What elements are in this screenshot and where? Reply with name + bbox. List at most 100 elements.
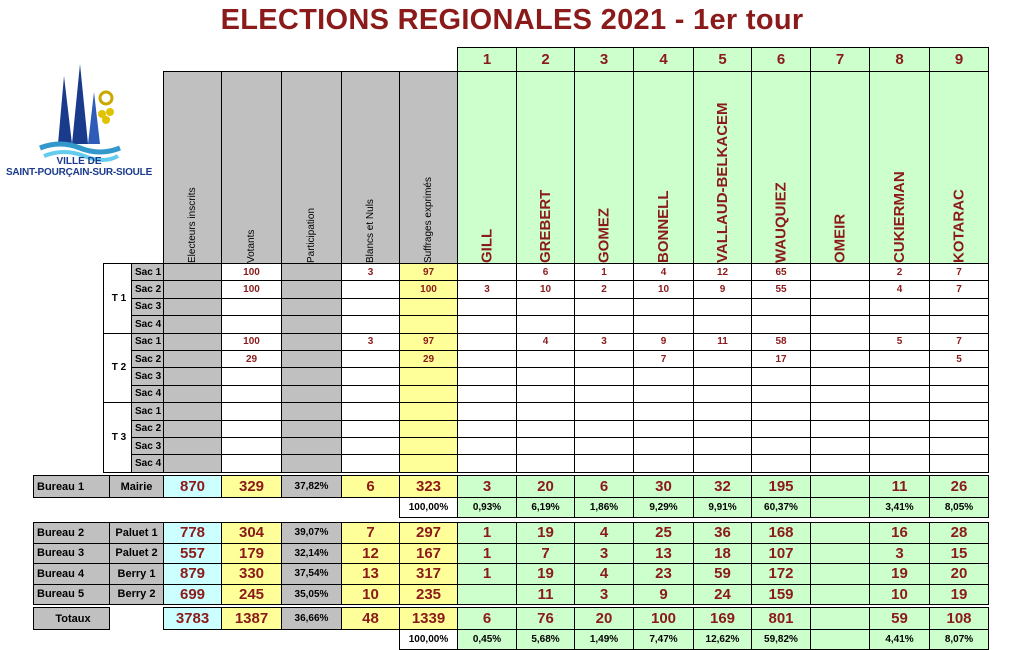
sac-candidate-votes xyxy=(574,384,634,404)
candidate-name: CUKIERMAN xyxy=(869,71,930,264)
bureau-name: Bureau 3 xyxy=(33,542,110,564)
candidate-number: 4 xyxy=(633,47,694,72)
bureau-candidate-votes: 36 xyxy=(693,522,752,544)
sac-blancs xyxy=(341,384,400,404)
bureau-candidate-votes: 1 xyxy=(457,563,517,585)
sac-candidate-votes xyxy=(869,402,930,421)
sac-candidate-votes: 7 xyxy=(633,350,694,369)
candidate-name: GOMEZ xyxy=(574,71,634,264)
bureau-place: Berry 2 xyxy=(109,583,164,605)
bureau1-blancs: 6 xyxy=(341,475,400,498)
sac-label: Sac 4 xyxy=(131,454,164,473)
sac-votants xyxy=(221,419,282,438)
sac-exprimes xyxy=(399,384,458,404)
sac-candidate-votes xyxy=(633,367,694,386)
sac-participation xyxy=(281,332,342,351)
bureau1-candidate-votes: 20 xyxy=(516,475,575,498)
bureau-candidate-votes: 19 xyxy=(516,563,575,585)
sac-candidate-votes xyxy=(869,419,930,438)
sac-exprimes: 100 xyxy=(399,280,458,299)
sac-candidate-votes xyxy=(869,454,930,473)
sac-candidate-votes xyxy=(869,437,930,456)
bureau1-candidate-pct: 0,93% xyxy=(457,497,517,518)
sac-label: Sac 2 xyxy=(131,350,164,369)
bureau-candidate-votes: 23 xyxy=(633,563,694,585)
sac-candidate-votes xyxy=(810,315,870,334)
bureau1-votants: 329 xyxy=(221,475,282,498)
bureau-candidate-votes: 16 xyxy=(869,522,930,544)
bureau-votants: 245 xyxy=(221,583,282,605)
sac-candidate-votes xyxy=(810,384,870,404)
bureau1-candidate-pct: 9,91% xyxy=(693,497,752,518)
bureau-inscrits: 879 xyxy=(163,563,222,585)
sac-candidate-votes xyxy=(693,367,752,386)
sac-candidate-votes xyxy=(810,280,870,299)
sac-candidate-votes xyxy=(810,263,870,282)
sac-candidate-votes xyxy=(633,454,694,473)
column-header: Suffrages exprimés xyxy=(399,71,458,264)
sac-candidate-votes xyxy=(929,315,989,334)
bureau-participation: 35,05% xyxy=(281,583,342,605)
sac-candidate-votes xyxy=(516,437,575,456)
bureau-candidate-votes: 4 xyxy=(574,522,634,544)
bureau-candidate-votes: 15 xyxy=(929,542,989,564)
sac-candidate-votes xyxy=(457,419,517,438)
bureau1-participation: 37,82% xyxy=(281,475,342,498)
bureau-place: Berry 1 xyxy=(109,563,164,585)
sac-votants xyxy=(221,315,282,334)
totaux-pct-exprimes: 100,00% xyxy=(399,629,458,650)
sac-participation xyxy=(281,315,342,334)
sac-candidate-votes xyxy=(693,315,752,334)
sac-inscrits xyxy=(163,332,222,351)
sac-exprimes xyxy=(399,419,458,438)
bureau-exprimes: 167 xyxy=(399,542,458,564)
sac-blancs: 3 xyxy=(341,263,400,282)
bureau1-candidate-votes: 26 xyxy=(929,475,989,498)
column-header: Votants xyxy=(221,71,282,264)
sac-participation xyxy=(281,350,342,369)
sac-participation xyxy=(281,384,342,404)
totaux-candidate-pct: 5,68% xyxy=(516,629,575,650)
sac-candidate-votes xyxy=(516,367,575,386)
bureau-candidate-votes: 24 xyxy=(693,583,752,605)
bureau-inscrits: 778 xyxy=(163,522,222,544)
candidate-number: 7 xyxy=(810,47,870,72)
sac-candidate-votes: 17 xyxy=(751,350,811,369)
sac-label: Sac 1 xyxy=(131,263,164,282)
sac-candidate-votes xyxy=(751,437,811,456)
sac-candidate-votes xyxy=(810,297,870,317)
bureau-candidate-votes: 20 xyxy=(929,563,989,585)
sac-candidate-votes xyxy=(693,454,752,473)
sac-label: Sac 4 xyxy=(131,315,164,334)
sac-candidate-votes xyxy=(633,315,694,334)
bureau-blancs: 13 xyxy=(341,563,400,585)
candidate-name: GREBERT xyxy=(516,71,575,264)
bureau-candidate-votes: 172 xyxy=(751,563,811,585)
sac-blancs xyxy=(341,402,400,421)
sac-inscrits xyxy=(163,263,222,282)
sac-candidate-votes xyxy=(751,315,811,334)
sac-candidate-votes: 7 xyxy=(929,280,989,299)
sac-candidate-votes xyxy=(457,384,517,404)
sac-candidate-votes: 65 xyxy=(751,263,811,282)
sac-candidate-votes: 12 xyxy=(693,263,752,282)
bureau1-candidate-pct xyxy=(810,497,870,518)
sac-exprimes: 97 xyxy=(399,263,458,282)
sac-candidate-votes xyxy=(516,384,575,404)
bureau-participation: 37,54% xyxy=(281,563,342,585)
sac-votants xyxy=(221,454,282,473)
sac-label: Sac 1 xyxy=(131,332,164,351)
bureau-inscrits: 699 xyxy=(163,583,222,605)
sac-candidate-votes xyxy=(457,297,517,317)
candidate-name: GILL xyxy=(457,71,517,264)
sac-participation xyxy=(281,280,342,299)
totaux-candidate-pct: 12,62% xyxy=(693,629,752,650)
totaux-candidate-votes: 169 xyxy=(693,607,752,630)
sac-candidate-votes: 5 xyxy=(929,350,989,369)
sac-candidate-votes xyxy=(574,297,634,317)
bureau-candidate-votes: 19 xyxy=(869,563,930,585)
sac-candidate-votes: 58 xyxy=(751,332,811,351)
sac-candidate-votes: 4 xyxy=(869,280,930,299)
totaux-blancs: 48 xyxy=(341,607,400,630)
sac-candidate-votes: 1 xyxy=(574,263,634,282)
